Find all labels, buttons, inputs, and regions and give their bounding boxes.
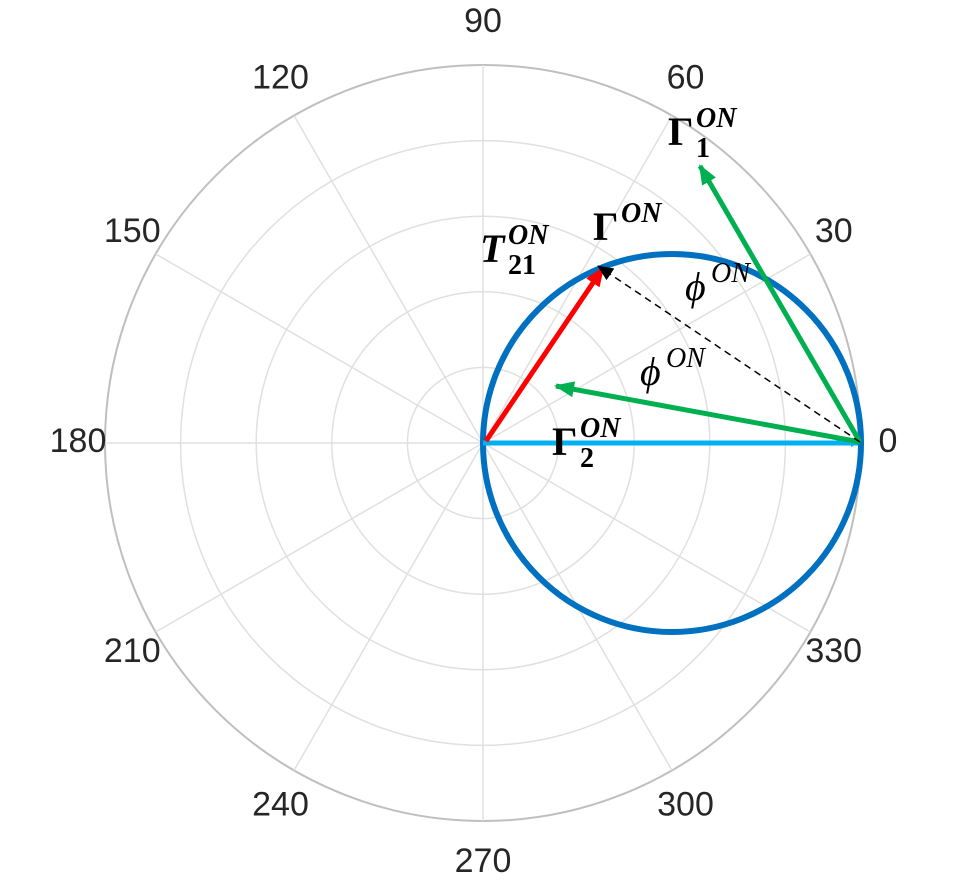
angle-label: 330 [805, 632, 862, 670]
grid-spoke [482, 442, 811, 633]
vector-label: ϕ ON [640, 343, 706, 394]
label-base: ϕ [640, 349, 661, 394]
label-sup: ON [508, 220, 550, 251]
vector-label: T ON 21 [480, 220, 550, 281]
label-base: ϕ [685, 264, 706, 309]
label-base: Γ [593, 204, 618, 249]
label-sup: ON [666, 343, 706, 374]
angle-label: 60 [667, 58, 705, 96]
label-base: Γ [668, 109, 693, 154]
grid-spoke [155, 253, 484, 444]
label-base: T [480, 226, 506, 271]
green-arrow [554, 381, 861, 445]
angle-label: 180 [50, 422, 107, 460]
angle-label: 300 [657, 786, 714, 824]
vector-label: ΓON 2 [552, 413, 622, 474]
angle-label: 240 [252, 786, 309, 824]
grid-spoke [293, 442, 484, 771]
angle-label: 210 [104, 632, 161, 670]
grid-spoke [293, 115, 484, 444]
label-sub: 2 [580, 443, 594, 474]
label-sup: ON [696, 103, 738, 134]
grid-spoke [155, 442, 484, 633]
vector-label: ϕ ON [685, 258, 751, 309]
vector-label: ΓON 1 [668, 103, 738, 164]
red-arrow [483, 266, 606, 443]
label-sup: ON [711, 258, 751, 289]
label-sub: 21 [508, 250, 536, 281]
label-sup: ON [621, 198, 663, 229]
dashed-arrow [597, 265, 861, 443]
grid-spoke [482, 253, 811, 444]
angle-label: 270 [455, 842, 512, 880]
angle-label: 150 [104, 212, 161, 250]
polar-grid [104, 64, 862, 822]
angle-label: 90 [464, 2, 502, 40]
angle-label: 0 [879, 422, 898, 460]
label-sup: ON [580, 413, 622, 444]
angle-label: 30 [815, 212, 853, 250]
green-arrow [697, 164, 863, 444]
vector-label: ΓON [593, 198, 663, 249]
label-sub: 1 [696, 133, 710, 164]
angle-label: 120 [252, 58, 309, 96]
label-base: Γ [552, 419, 577, 464]
